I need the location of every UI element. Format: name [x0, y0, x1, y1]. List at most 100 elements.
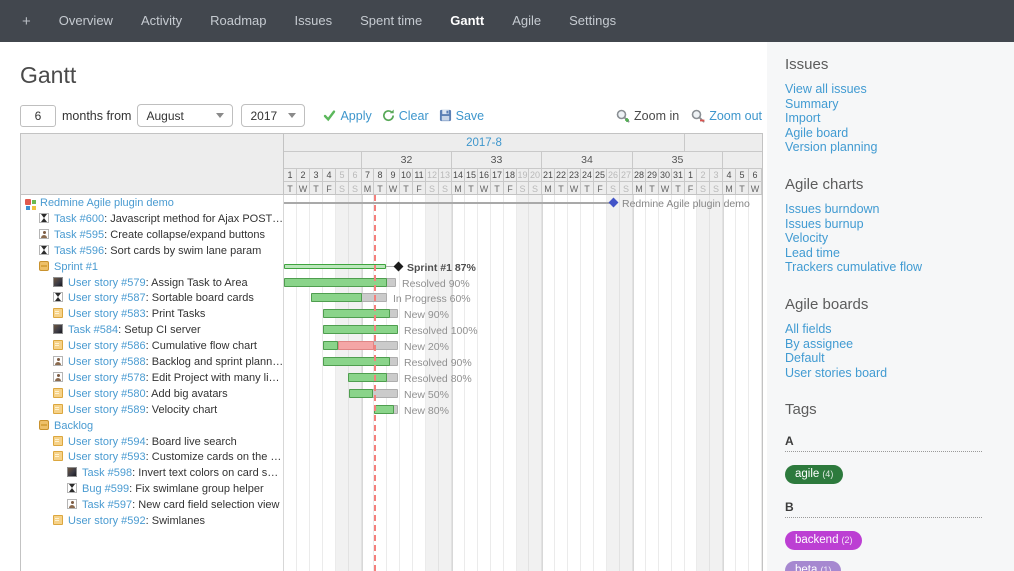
weekday-letter-cell: S [529, 182, 542, 194]
weekday-letter-cell: S [697, 182, 710, 194]
issue-link[interactable]: User story #589 [68, 404, 146, 416]
week-number-cell [284, 152, 362, 169]
weekday-letter-cell: T [400, 182, 413, 194]
gantt-task-row: User story #592: Swimlanes [21, 513, 283, 529]
sidebar-link-default[interactable]: Default [785, 351, 825, 366]
sidebar-link-issues-burndown[interactable]: Issues burndown [785, 201, 880, 216]
year-select[interactable]: 2017 [241, 104, 306, 127]
sidebar-link-lead-time[interactable]: Lead time [785, 245, 840, 260]
sidebar-link-velocity[interactable]: Velocity [785, 231, 829, 246]
day-number-cell: 3 [710, 169, 723, 182]
issue-link[interactable]: User story #586 [68, 340, 146, 352]
weekday-letter-cell: T [310, 182, 323, 194]
issue-link[interactable]: User story #588 [68, 356, 146, 368]
issue-subject-text: : Fix swimlane group helper [129, 483, 264, 495]
issue-link[interactable]: User story #583 [68, 308, 146, 320]
zoom-in-control: Zoom in [616, 109, 679, 123]
weekend-column [349, 195, 362, 571]
person-avatar-icon [67, 499, 77, 509]
issue-link[interactable]: Task #584 [68, 324, 119, 336]
apply-button[interactable]: Apply [323, 109, 372, 123]
sidebar-link-all-fields[interactable]: All fields [785, 321, 832, 336]
nav-item-agile[interactable]: Agile [512, 13, 542, 28]
week-number-cell: 33 [452, 152, 542, 169]
sidebar-link-user-stories-board[interactable]: User stories board [785, 365, 888, 380]
issue-link[interactable]: User story #594 [68, 436, 146, 448]
gantt-bar-label: Resolved 90% [402, 278, 470, 290]
quick-add-icon[interactable]: + [22, 12, 31, 30]
tag-pill-agile[interactable]: agile (4) [785, 465, 844, 485]
nav-item-gantt[interactable]: Gantt [450, 13, 485, 28]
day-column [504, 195, 517, 571]
refresh-icon [382, 109, 394, 122]
issue-link[interactable]: Bug #599 [82, 483, 130, 495]
zoom-out-link[interactable]: Zoom out [691, 109, 762, 123]
weekday-letter-cell: W [749, 182, 762, 194]
issue-link[interactable]: Backlog [54, 420, 94, 432]
gantt-task-row: User story #593: Customize cards on the … [21, 449, 283, 465]
issue-link[interactable]: User story #587 [68, 292, 146, 304]
sidebar-link-view-all-issues[interactable]: View all issues [785, 82, 867, 96]
gantt-bar-label: Resolved 90% [404, 357, 472, 369]
sidebar-link-version-planning[interactable]: Version planning [785, 140, 878, 155]
month-link[interactable]: 2017-8 [466, 136, 502, 149]
version-package-icon [39, 420, 49, 430]
weekday-letter-cell: F [323, 182, 336, 194]
gantt-bar-label: New 80% [404, 405, 449, 417]
month-select[interactable]: August [137, 104, 234, 127]
day-number-cell: 28 [633, 169, 646, 182]
sidebar-link-issues-burnup[interactable]: Issues burnup [785, 216, 864, 231]
save-button[interactable]: Save [439, 109, 484, 123]
nav-item-settings[interactable]: Settings [569, 13, 617, 28]
gantt-bar-label: New 50% [404, 389, 449, 401]
sidebar-link-import[interactable]: Import [785, 111, 821, 126]
nav-item-issues[interactable]: Issues [294, 13, 333, 28]
sidebar-link-by-assignee[interactable]: By assignee [785, 336, 854, 351]
nav-item-activity[interactable]: Activity [140, 13, 183, 28]
sidebar-link-agile-board[interactable]: Agile board [785, 125, 849, 140]
day-column [646, 195, 659, 571]
nav-item-roadmap[interactable]: Roadmap [210, 13, 267, 28]
issue-link[interactable]: Task #600 [54, 213, 105, 225]
issue-link[interactable]: Redmine Agile plugin demo [40, 197, 174, 209]
issue-link[interactable]: User story #578 [68, 372, 146, 384]
issue-link[interactable]: User story #579 [68, 277, 146, 289]
sidebar-link-summary[interactable]: Summary [785, 96, 839, 111]
gantt-task-row: User story #594: Board live search [21, 434, 283, 450]
tag-pill-beta[interactable]: beta (1) [785, 561, 842, 571]
gantt-task-row: Task #596: Sort cards by swim lane param [21, 243, 283, 259]
gantt-task-row: User story #583: Print Tasks [21, 306, 283, 322]
issue-link[interactable]: User story #593 [68, 451, 146, 463]
weekday-letter-cell: T [374, 182, 387, 194]
issue-subject-text: : Assign Task to Area [145, 277, 248, 289]
gantt-version-bar [284, 264, 386, 269]
week-number-cell: 35 [633, 152, 723, 169]
day-column [594, 195, 607, 571]
sidebar-link-trackers-cumulative-flow[interactable]: Trackers cumulative flow [785, 260, 923, 275]
day-number-cell: 10 [400, 169, 413, 182]
issue-link[interactable]: Task #598 [82, 467, 133, 479]
hourglass-avatar-icon [67, 483, 77, 493]
nav-item-overview[interactable]: Overview [58, 13, 113, 28]
weekday-letter-cell: F [594, 182, 607, 194]
clear-button[interactable]: Clear [382, 109, 429, 123]
months-count-input[interactable] [20, 104, 56, 127]
issue-link[interactable]: User story #592 [68, 515, 146, 527]
issue-link[interactable]: Task #597 [82, 499, 133, 511]
issue-link[interactable]: Task #595 [54, 229, 105, 241]
issue-link[interactable]: Task #596 [54, 245, 105, 257]
tag-pill-backend[interactable]: backend (2) [785, 531, 863, 551]
issue-link[interactable]: Sprint #1 [54, 261, 99, 273]
gantt-task-row: User story #588: Backlog and sprint plan… [21, 354, 283, 370]
weekday-letter-cell: T [491, 182, 504, 194]
nav-item-spent-time[interactable]: Spent time [360, 13, 423, 28]
chevron-down-icon [216, 113, 225, 118]
issue-link[interactable]: User story #580 [68, 388, 146, 400]
issue-subject-text: : Add big avatars [145, 388, 228, 400]
gantt-subjects-header [21, 134, 284, 195]
day-column [297, 195, 310, 571]
gantt-chart: 2017-82017-9 3233343536 1234567891011121… [20, 133, 763, 571]
sidebar-section-agile-charts: Agile charts Issues burndown Issues burnup… [785, 176, 1014, 275]
tags-heading: Tags [785, 401, 817, 419]
month-header-cell: 2017-8 [284, 134, 685, 152]
